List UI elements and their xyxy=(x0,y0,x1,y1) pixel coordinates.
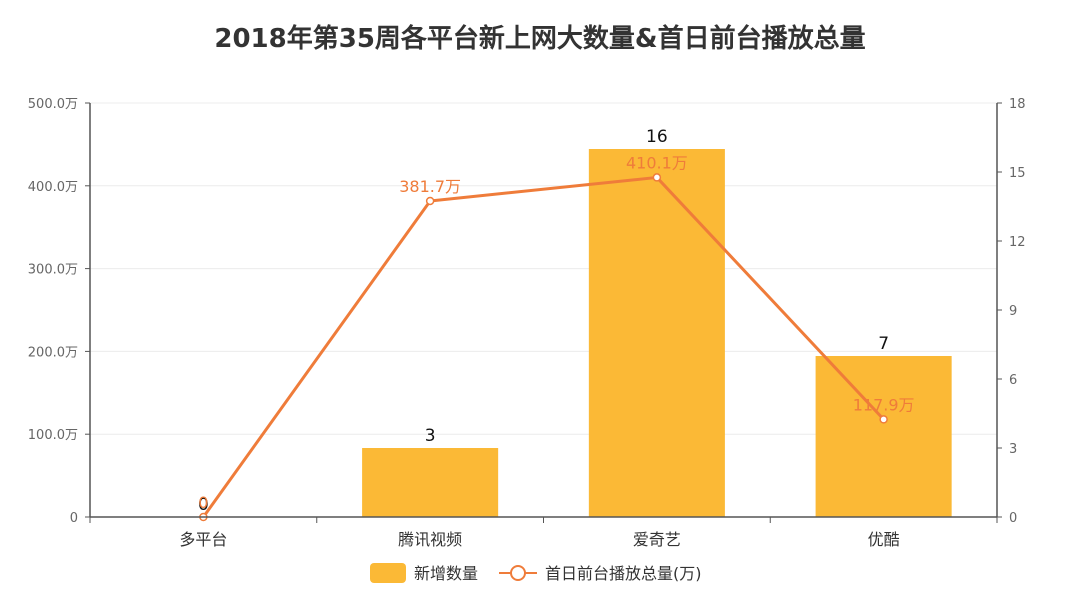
line-label: 410.1万 xyxy=(626,153,688,172)
x-tick-label: 爱奇艺 xyxy=(633,530,681,549)
line-point-3 xyxy=(879,415,888,424)
bar-label: 16 xyxy=(646,127,668,147)
legend-label-bar: 新增数量 xyxy=(414,564,478,583)
y-right-tick-label: 6 xyxy=(1009,373,1017,388)
bar-label: 0 xyxy=(198,495,209,515)
y-left-tick-label: 0 xyxy=(70,511,78,526)
y-right-tick-label: 9 xyxy=(1009,304,1017,319)
bar-label: 7 xyxy=(878,334,889,354)
axes: 0 100.0万 200.0万 300.0万 400.0万 500.0万 0 3 6 9 12 15 1… xyxy=(28,97,1026,549)
x-tick-label: 多平台 xyxy=(179,530,227,549)
bar-1 xyxy=(362,448,499,517)
bar-3 xyxy=(815,356,952,517)
legend-swatch-bar xyxy=(370,563,406,583)
x-tick-label: 腾讯视频 xyxy=(398,530,462,549)
y-left-tick-label: 300.0万 xyxy=(28,263,78,278)
line-label: 0 xyxy=(198,493,208,512)
y-left-tick-label: 200.0万 xyxy=(28,345,78,360)
y-right-tick-label: 0 xyxy=(1009,511,1017,526)
legend[interactable]: 新增数量 首日前台播放总量(万) xyxy=(370,563,702,583)
bar-2 xyxy=(588,149,725,517)
bar-label: 3 xyxy=(425,426,436,446)
y-left-tick-label: 400.0万 xyxy=(28,180,78,195)
y-right-tick-label: 3 xyxy=(1009,442,1017,457)
x-tick-label: 优酷 xyxy=(868,530,900,549)
y-left-tick-label: 100.0万 xyxy=(28,428,78,443)
bar-series xyxy=(362,149,952,517)
line-label: 117.9万 xyxy=(853,395,915,414)
legend-swatch-marker xyxy=(510,565,526,581)
chart-title: 2018年第35周各平台新上网大数量&首日前台播放总量 xyxy=(214,23,865,54)
legend-item-bar[interactable]: 新增数量 xyxy=(370,563,478,583)
line-point-1 xyxy=(425,196,435,206)
legend-item-line[interactable]: 首日前台播放总量(万) xyxy=(499,564,702,583)
y-right-tick-label: 12 xyxy=(1009,235,1026,250)
y-right-tick-label: 15 xyxy=(1009,166,1026,181)
y-left-tick-label: 500.0万 xyxy=(28,97,78,112)
line-label: 381.7万 xyxy=(399,177,461,196)
legend-label-line: 首日前台播放总量(万) xyxy=(545,564,702,583)
y-right-tick-label: 18 xyxy=(1009,97,1026,112)
line-path xyxy=(202,175,885,518)
line-point-2 xyxy=(652,173,662,182)
line-series xyxy=(199,173,888,522)
